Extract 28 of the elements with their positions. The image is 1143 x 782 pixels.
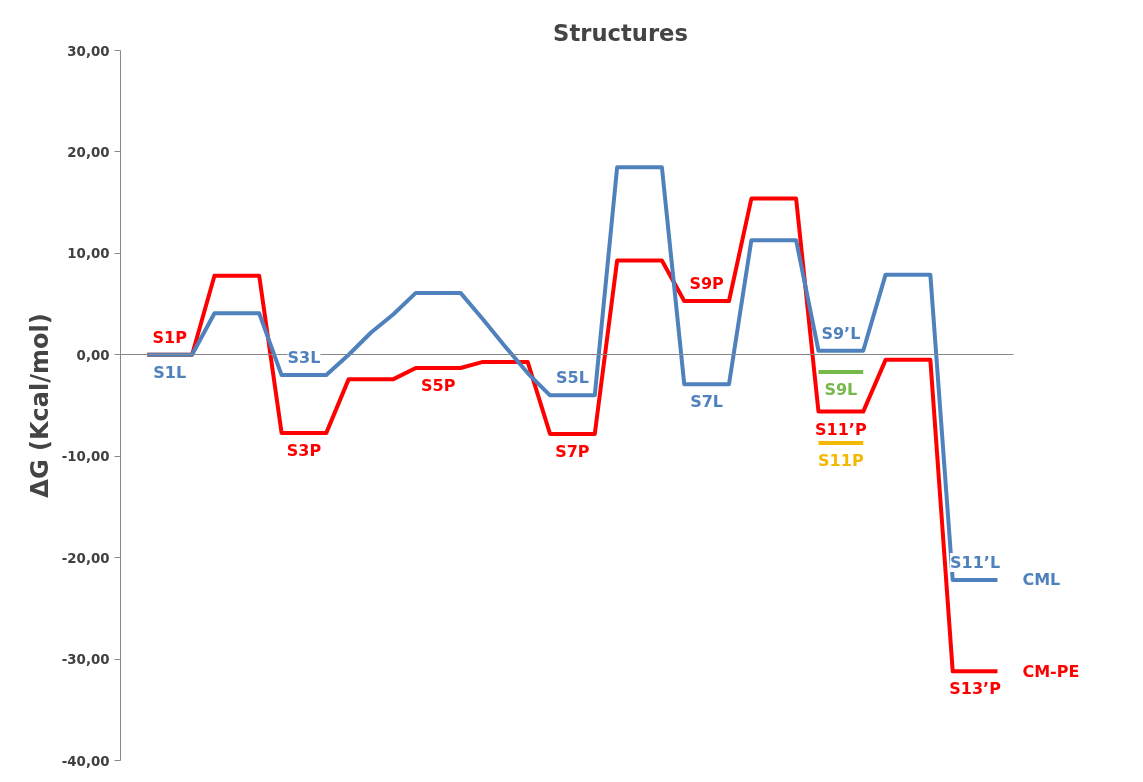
y-tick-label: -30,00 <box>61 652 110 668</box>
data-label: S7L <box>690 392 724 412</box>
y-tick-label: -10,00 <box>61 449 110 465</box>
data-label: S13’P <box>949 679 1002 699</box>
data-label: S11’L <box>950 552 1001 572</box>
y-axis-title: ΔG (Kcal/mol) <box>25 313 54 498</box>
series-label: CM-PE <box>1022 661 1080 681</box>
data-label: S1L <box>153 362 187 382</box>
y-tick-label: -40,00 <box>61 753 110 769</box>
data-label: S5P <box>420 375 456 395</box>
y-tick-label: 0,00 <box>76 347 110 363</box>
series-label: CML <box>1022 570 1061 590</box>
data-label: S5L <box>555 368 589 388</box>
data-label: S11’P <box>815 419 867 439</box>
data-label: S3P <box>286 440 322 460</box>
data-label: S11P <box>818 451 864 471</box>
chart-title: Structures <box>553 19 688 46</box>
data-label: S3L <box>287 348 321 368</box>
y-tick-label: -20,00 <box>61 550 110 566</box>
y-tick-label: 20,00 <box>67 144 110 160</box>
y-tick-label: 30,00 <box>67 43 110 59</box>
data-label: S9P <box>689 274 725 294</box>
data-label: S7P <box>555 441 590 461</box>
data-label: S1P <box>152 327 188 347</box>
data-label: S9’L <box>821 323 861 343</box>
y-tick-label: 10,00 <box>67 246 110 262</box>
data-label: S9L <box>824 380 858 400</box>
line-series <box>145 165 1000 582</box>
